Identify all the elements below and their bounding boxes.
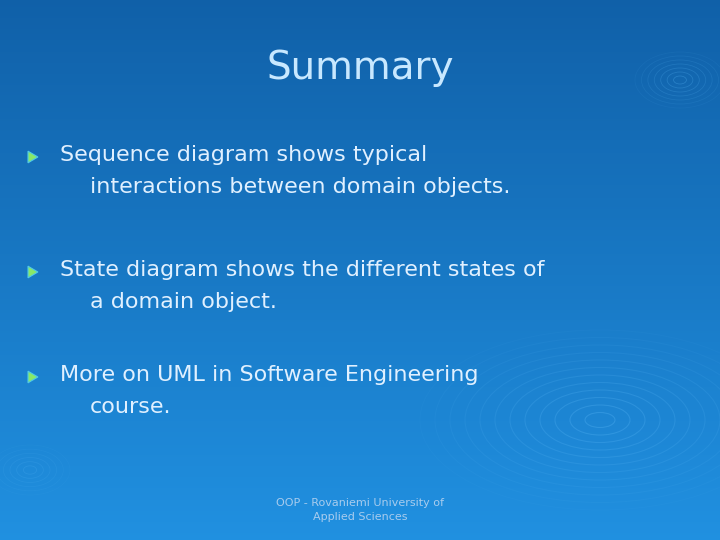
Text: OOP - Rovaniemi University of
Applied Sciences: OOP - Rovaniemi University of Applied Sc… [276,498,444,522]
Text: Sequence diagram shows typical: Sequence diagram shows typical [60,145,427,165]
Text: More on UML in Software Engineering: More on UML in Software Engineering [60,365,479,385]
Text: course.: course. [90,397,171,417]
Polygon shape [28,266,38,278]
Text: interactions between domain objects.: interactions between domain objects. [90,177,510,197]
Text: State diagram shows the different states of: State diagram shows the different states… [60,260,544,280]
Polygon shape [28,151,38,163]
Polygon shape [28,371,38,383]
Text: a domain object.: a domain object. [90,292,277,312]
Text: Summary: Summary [266,49,454,87]
